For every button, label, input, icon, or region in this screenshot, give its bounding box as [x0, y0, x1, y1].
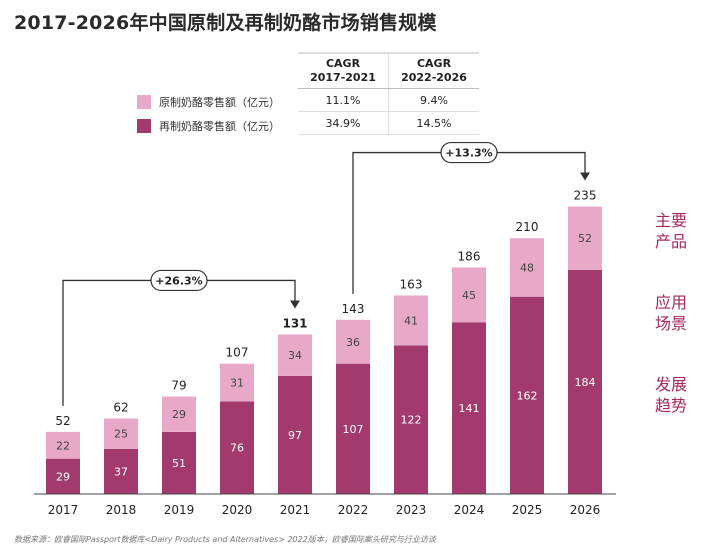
bar-original-value-label: 52: [578, 232, 592, 245]
bar-original-2020: [220, 363, 254, 402]
legend-item-original: 原制奶酪零售额（亿元）: [137, 90, 280, 114]
bar-processed-value-label: 29: [56, 470, 70, 483]
cagr-header-period-2: CAGR 2022-2026: [388, 52, 479, 89]
bar-total-label: 62: [113, 400, 128, 414]
bar-total-label: 163: [400, 277, 423, 291]
bar-total-label: 235: [574, 189, 597, 203]
bars-layer: 29 22 52 2017 37 25 62 2018 51 29 79 2019 76 31 107 202…: [46, 189, 602, 517]
bar-processed-value-label: 97: [288, 429, 302, 442]
bar-processed-2018: [104, 448, 138, 494]
bar-processed-value-label: 51: [172, 457, 186, 470]
cagr-table-header-row: CAGR 2017-2021 CAGR 2022-2026: [298, 52, 479, 89]
bar-original-value-label: 45: [462, 289, 476, 302]
bar-processed-2025: [510, 296, 544, 494]
bar-original-value-label: 22: [56, 439, 70, 452]
bar-processed-value-label: 141: [459, 402, 480, 415]
bar-processed-value-label: 76: [230, 442, 244, 455]
chart-title: 2017-2026年中国原制及再制奶酪市场销售规模: [14, 12, 437, 34]
bar-original-value-label: 29: [172, 408, 186, 421]
legend-swatch-processed: [137, 119, 151, 133]
bar-total-label: 52: [55, 414, 70, 428]
legend-label-original: 原制奶酪零售额（亿元）: [159, 96, 280, 109]
side-labels: 主要产品 应用场景 发展趋势: [655, 210, 699, 456]
x-tick-label: 2026: [570, 503, 601, 517]
bar-processed-2021: [278, 375, 312, 494]
bar-processed-value-label: 122: [401, 414, 422, 427]
annotations-layer: +26.3% +13.3%: [62, 141, 590, 406]
x-tick-label: 2019: [164, 503, 195, 517]
cagr-row-original: 11.1% 9.4%: [298, 88, 479, 112]
legend-item-processed: 再制奶酪零售额（亿元）: [137, 114, 280, 138]
x-tick-label: 2018: [106, 503, 137, 517]
bar-original-2023: [394, 295, 428, 346]
side-label-main-products: 主要产品: [655, 211, 688, 251]
bar-original-2019: [162, 396, 196, 432]
cagr-value: 14.5%: [388, 111, 479, 135]
growth-arrow-head: [290, 300, 300, 309]
bar-processed-value-label: 37: [114, 465, 128, 478]
side-label-application-scenarios: 应用场景: [655, 293, 688, 333]
bar-total-label: 107: [226, 346, 249, 360]
bar-total-label: 131: [282, 316, 307, 330]
bar-total-label: 143: [342, 302, 365, 316]
bar-total-label: 186: [458, 249, 481, 263]
bar-processed-2023: [394, 345, 428, 494]
bar-original-2025: [510, 238, 544, 297]
growth-rate-badge: [150, 269, 208, 292]
legend-label-processed: 再制奶酪零售额（亿元）: [159, 120, 280, 133]
growth-rate-label: +13.3%: [445, 147, 492, 160]
bar-processed-2022: [336, 363, 370, 494]
bar-original-value-label: 41: [404, 314, 418, 327]
cagr-value: 9.4%: [388, 88, 479, 112]
cagr-header-period-1: CAGR 2017-2021: [298, 52, 389, 89]
x-tick-label: 2024: [454, 503, 485, 517]
bar-original-2026: [568, 206, 602, 270]
cagr-row-processed: 34.9% 14.5%: [298, 111, 479, 135]
cagr-value: 11.1%: [298, 88, 389, 112]
bar-processed-2017: [46, 458, 80, 494]
bar-processed-2019: [162, 431, 196, 494]
growth-arrow-head: [580, 172, 590, 181]
bar-original-value-label: 36: [346, 336, 360, 349]
x-tick-label: 2025: [512, 503, 543, 517]
growth-rate-label: +26.3%: [155, 274, 202, 287]
bar-original-value-label: 48: [520, 261, 534, 274]
bar-original-2021: [278, 334, 312, 376]
bar-processed-value-label: 162: [517, 389, 538, 402]
bar-processed-value-label: 107: [343, 423, 364, 436]
bar-original-value-label: 25: [114, 428, 128, 441]
x-tick-label: 2022: [338, 503, 369, 517]
bar-original-2018: [104, 418, 138, 449]
x-tick-label: 2020: [222, 503, 253, 517]
chart-legend: 原制奶酪零售额（亿元） 再制奶酪零售额（亿元）: [137, 90, 280, 138]
bar-total-label: 210: [516, 220, 539, 234]
bar-total-label: 79: [171, 379, 186, 393]
source-note: 数据来源：欧睿国际Passport数据库<Dairy Products and …: [14, 535, 436, 544]
x-tick-label: 2017: [48, 503, 79, 517]
growth-rate-badge: [440, 141, 498, 164]
bar-original-2017: [46, 431, 80, 459]
bar-processed-2026: [568, 269, 602, 494]
legend-swatch-original: [137, 95, 151, 109]
bar-processed-value-label: 184: [575, 376, 596, 389]
x-tick-label: 2023: [396, 503, 427, 517]
bar-original-2022: [336, 319, 370, 364]
x-tick-label: 2021: [280, 503, 311, 517]
bar-original-value-label: 31: [230, 377, 244, 390]
cagr-table: CAGR 2017-2021 CAGR 2022-2026 11.1% 9.4%…: [298, 52, 479, 135]
bar-processed-2020: [220, 401, 254, 494]
bar-original-value-label: 34: [288, 349, 302, 362]
bar-processed-2024: [452, 322, 486, 494]
cagr-value: 34.9%: [298, 111, 389, 135]
bar-original-2024: [452, 267, 486, 323]
side-label-development-trends: 发展趋势: [655, 375, 688, 415]
